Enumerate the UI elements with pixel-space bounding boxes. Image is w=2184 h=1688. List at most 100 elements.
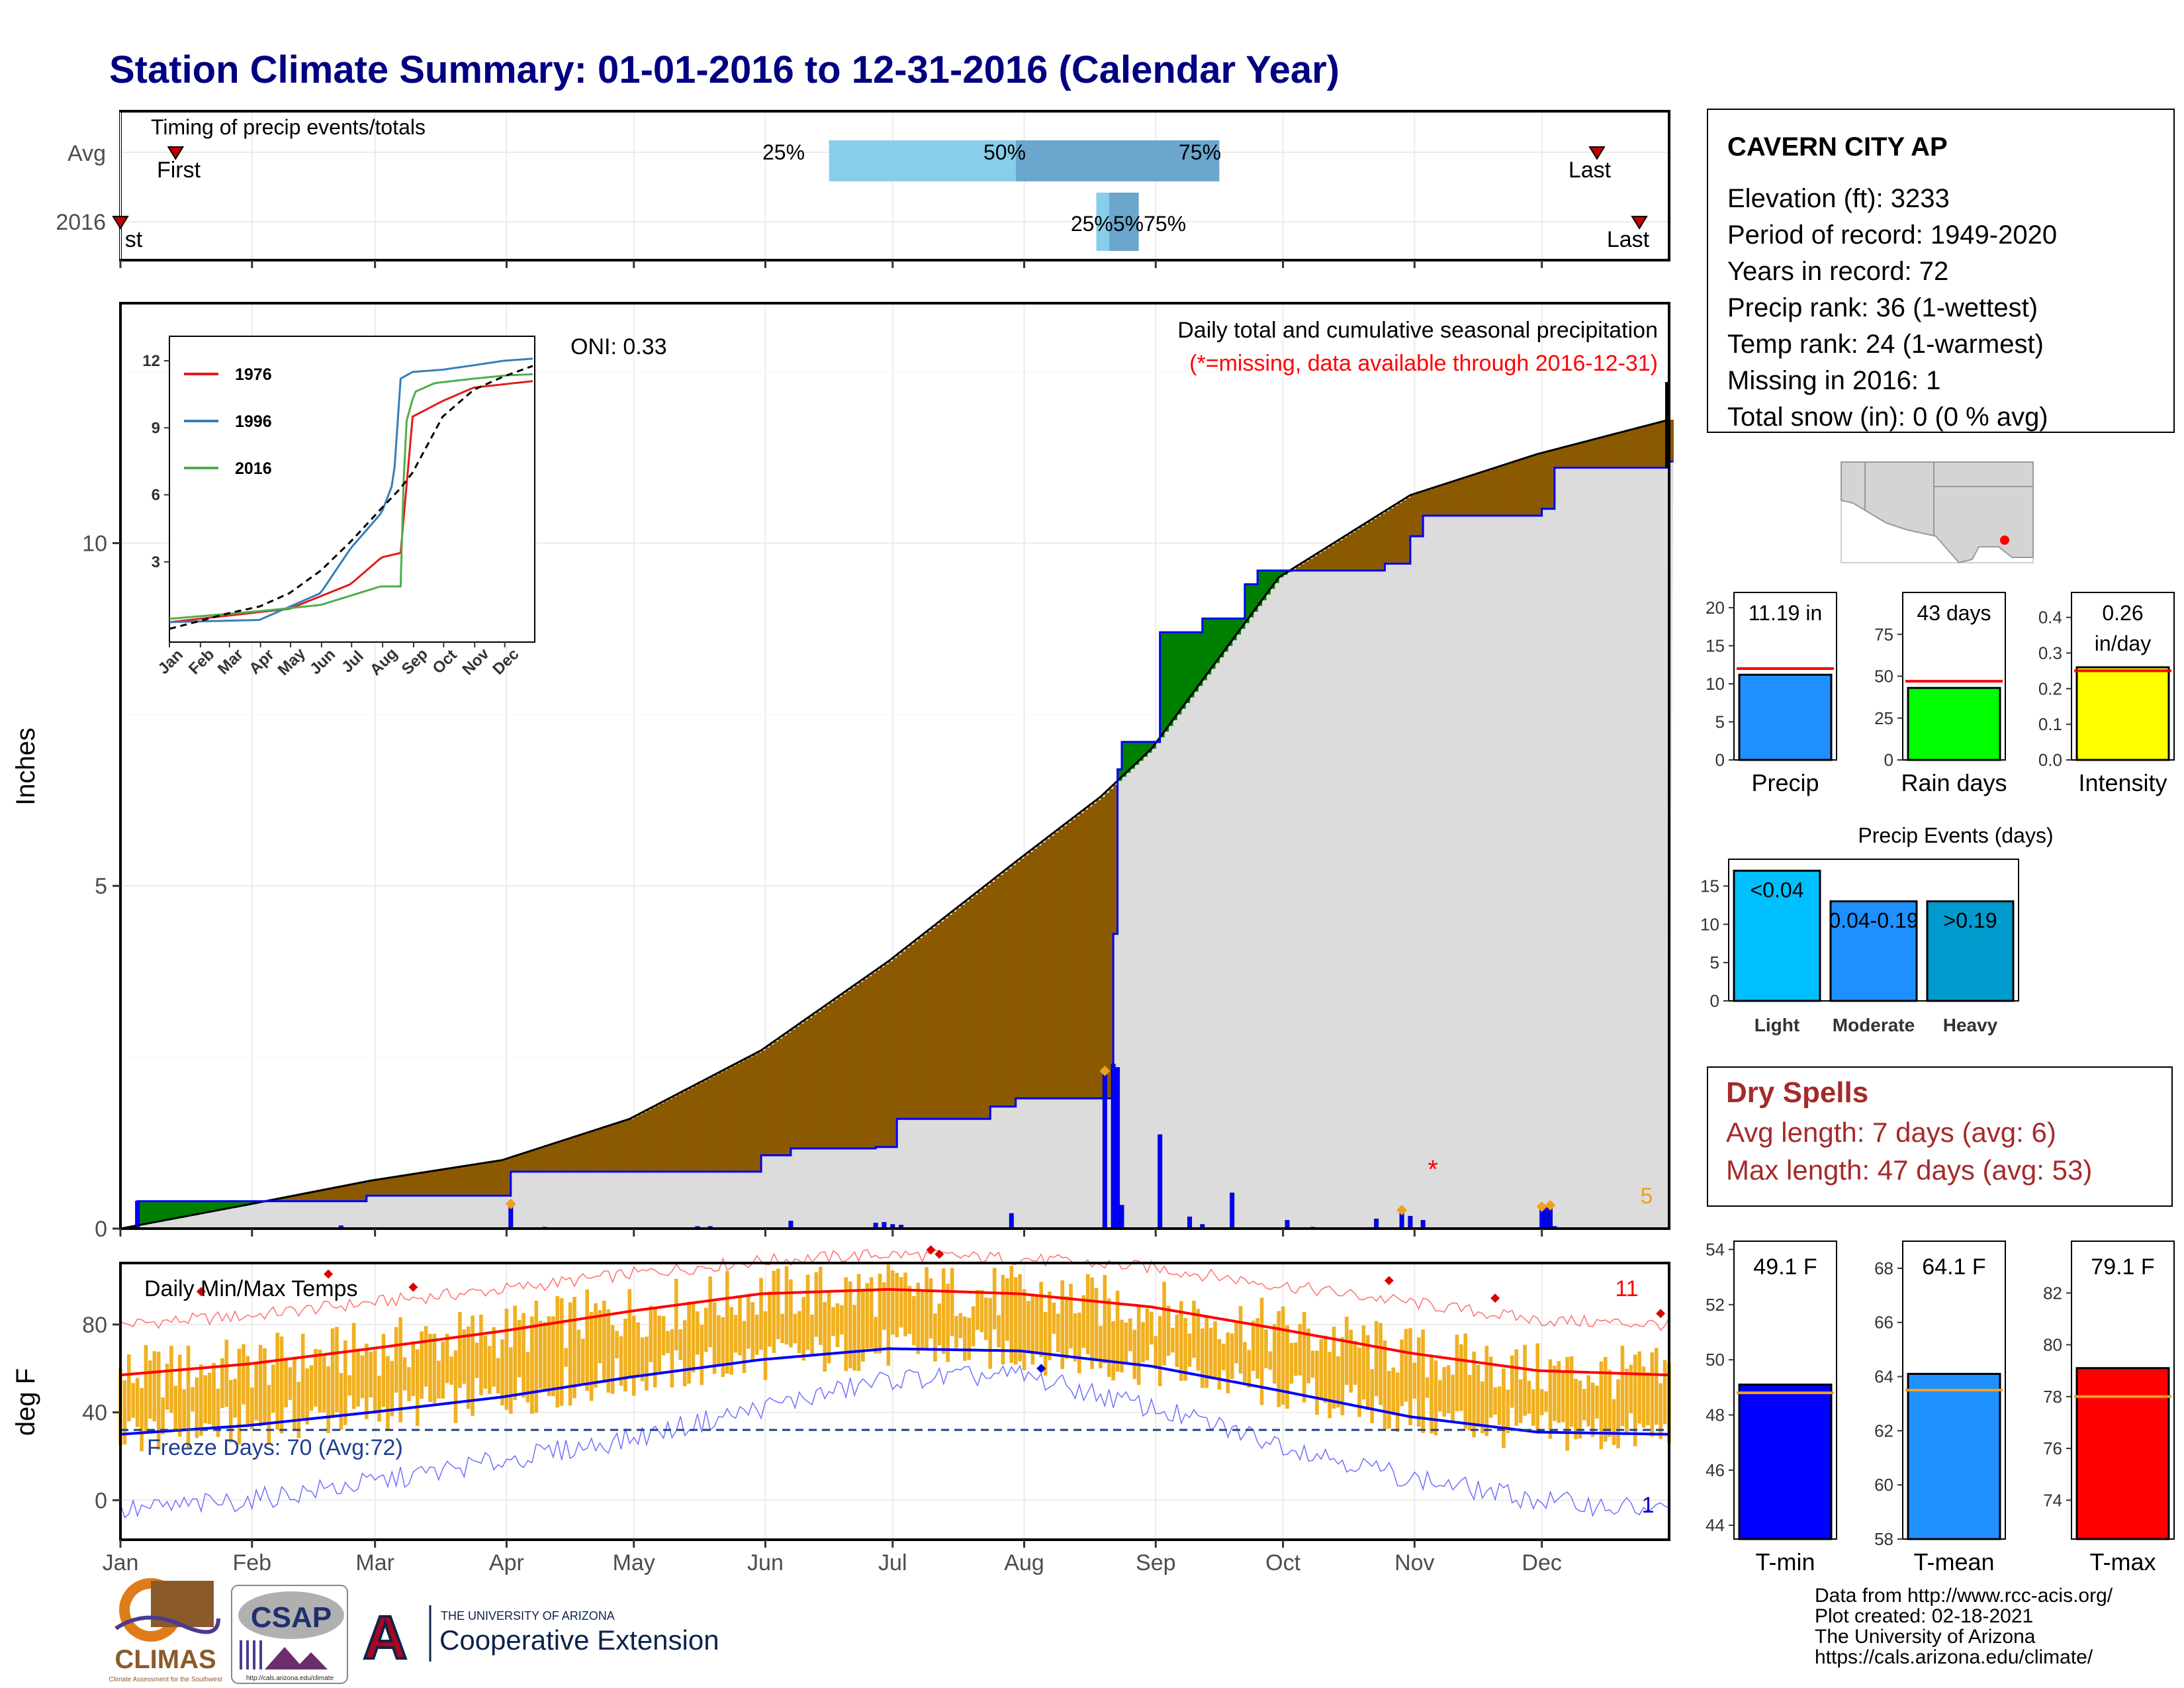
daily-temp-bar (246, 1356, 250, 1425)
precip-events-tick-label: 0 (1710, 991, 1719, 1011)
precip-deficit-band (617, 1123, 622, 1172)
daily-temp-bar (717, 1315, 721, 1367)
precip-deficit-band (892, 958, 897, 1147)
daily-temp-bar (1136, 1305, 1141, 1385)
timing-avg-bar-q50-q75 (1015, 140, 1220, 181)
temp-summary-tick-label: 62 (1874, 1421, 1893, 1440)
daily-temp-bar (428, 1333, 432, 1403)
daily-temp-bar (1459, 1344, 1463, 1411)
csap-logo-cloud (238, 1591, 344, 1639)
daily-temp-bar (1056, 1313, 1060, 1352)
daily-temp-bar (979, 1289, 984, 1333)
precip-ytick-label-10: 10 (82, 531, 107, 556)
precip-deficit-band (1592, 440, 1598, 468)
precip-deficit-band (523, 1153, 529, 1172)
daily-precip-bar (1119, 1205, 1124, 1229)
precip-surplus-band (1219, 618, 1224, 658)
precip-deficit-band (825, 1006, 830, 1149)
precip-events-chart: Precip Events (days) <0.04 Light 0.04-0.19… (1700, 823, 2054, 1035)
daily-temp-bar (869, 1277, 874, 1348)
precip-deficit-band (434, 1170, 439, 1196)
daily-temp-bar (1200, 1328, 1205, 1388)
precip-deficit-band (561, 1141, 567, 1172)
precip-deficit-band (1300, 564, 1305, 571)
precip-deficit-band (366, 1181, 371, 1196)
daily-temp-bar (1353, 1340, 1357, 1385)
precip-surplus-band (1121, 741, 1126, 777)
month-label-dec: Dec (1522, 1550, 1561, 1575)
daily-temp-bar (580, 1338, 585, 1385)
precip-surplus-band (1193, 632, 1199, 692)
precip-deficit-band (1036, 845, 1042, 1099)
daily-temp-bar (207, 1372, 212, 1425)
summary-bar-tick-label: 0 (1715, 750, 1725, 770)
record-high-marker (926, 1245, 936, 1255)
precip-surplus-band (226, 1201, 232, 1209)
daily-temp-bar (479, 1314, 483, 1395)
daily-temp-bar (1315, 1350, 1319, 1415)
daily-temp-bar (988, 1297, 993, 1369)
daily-temp-bar (1612, 1399, 1616, 1446)
daily-temp-bar (1009, 1266, 1014, 1363)
daily-temp-bar (1124, 1322, 1128, 1364)
precip-deficit-band (1669, 420, 1674, 462)
temp-panel-frame (119, 1262, 1670, 1541)
daily-temp-bar (1344, 1317, 1349, 1385)
station-precip-rank: Precip rank: 36 (1-wettest) (1727, 293, 2038, 322)
temp-summary-tick-label: 78 (2043, 1387, 2062, 1407)
precip-deficit-band (718, 1072, 723, 1172)
precip-deficit-band (629, 1119, 635, 1172)
temp-count-bottom: 1 (1642, 1493, 1655, 1518)
precip-deficit-band (1554, 449, 1559, 468)
precip-deficit-band (769, 1044, 774, 1156)
summary-bar-value-label: 11.19 in (1749, 601, 1823, 625)
precip-deficit-band (1304, 561, 1309, 571)
daily-temp-bar (1090, 1277, 1094, 1370)
precip-deficit-band (494, 1161, 499, 1196)
precip-events-tick-label: 15 (1700, 876, 1719, 896)
precip-deficit-band (1533, 455, 1538, 516)
precip-deficit-band (969, 898, 974, 1119)
daily-temp-bar (1408, 1328, 1412, 1426)
daily-temp-bar (1514, 1349, 1519, 1426)
daily-temp-bar (856, 1274, 861, 1372)
precip-deficit-band (1567, 446, 1572, 468)
temp-count-top: 11 (1615, 1276, 1638, 1301)
temp-ylabel: deg F (11, 1368, 40, 1436)
precip-deficit-band (633, 1116, 639, 1172)
station-missing: Missing in 2016: 1 (1727, 366, 1940, 395)
daily-temp-bar (1255, 1318, 1259, 1379)
daily-temp-bar (1222, 1343, 1226, 1371)
precip-surplus-band (167, 1201, 172, 1220)
daily-temp-bar (992, 1268, 997, 1330)
month-label-jun: Jun (747, 1550, 784, 1575)
daily-temp-bar (819, 1266, 823, 1345)
daily-temp-bar (330, 1328, 335, 1419)
timing-row-avg: Avg (68, 141, 106, 166)
precip-surplus-band (1147, 741, 1152, 753)
precip-events-title: Precip Events (days) (1858, 823, 2053, 847)
daily-temp-bar (377, 1376, 381, 1422)
month-label-mar: Mar (355, 1550, 394, 1575)
daily-temp-bar (789, 1279, 793, 1348)
precip-surplus-band (1279, 570, 1284, 578)
station-info-box: CAVERN CITY AP Elevation (ft): 3233 Peri… (1707, 109, 2175, 433)
precip-surplus-band (1206, 618, 1212, 675)
precip-deficit-band (570, 1138, 575, 1172)
precip-surplus-band (1261, 570, 1267, 600)
ua-coop-extension: Cooperative Extension (439, 1624, 719, 1656)
timing-avg-q75-label: 75% (1179, 140, 1221, 164)
precip-deficit-band (1096, 800, 1101, 1099)
precip-deficit-band (1588, 440, 1594, 468)
daily-temp-bar (754, 1314, 759, 1355)
precip-deficit-band (1020, 858, 1025, 1099)
precip-surplus-band (1130, 741, 1135, 769)
precip-deficit-band (689, 1088, 694, 1172)
precip-deficit-band (841, 994, 846, 1149)
dry-spells-box: Dry Spells Avg length: 7 days (avg: 6) M… (1707, 1066, 2173, 1207)
daily-temp-bar (1208, 1327, 1213, 1380)
timing-avg-bar-q25-q50 (829, 140, 1016, 181)
daily-temp-bar (1467, 1374, 1472, 1430)
precip-events-bar-label: 0.04-0.19 (1829, 909, 1918, 933)
daily-temp-bar (1650, 1352, 1655, 1437)
